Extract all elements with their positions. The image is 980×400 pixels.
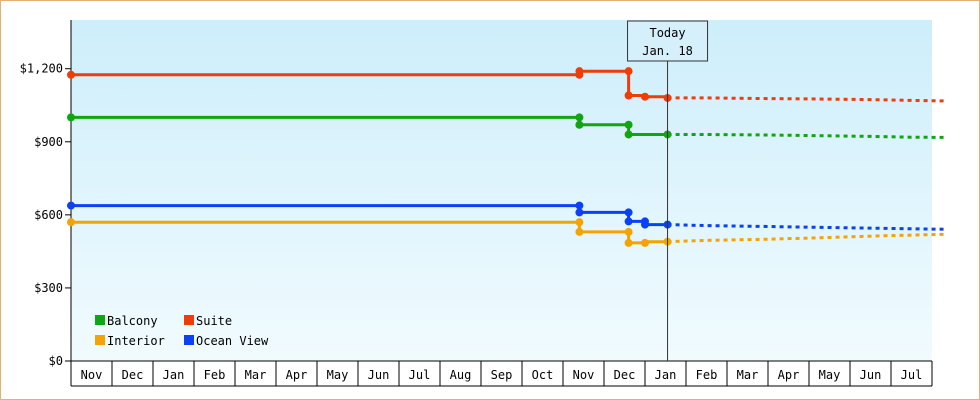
today-marker: Today Jan. 18 — [627, 20, 709, 361]
x-tick-label: Jan — [655, 368, 677, 382]
data-point-ocean-view — [624, 208, 633, 217]
x-tick-label: Nov — [573, 368, 595, 382]
y-tick-label: $0 — [49, 354, 63, 368]
data-point-suite — [624, 67, 633, 76]
data-point-suite — [641, 92, 649, 101]
plot-background — [71, 20, 932, 361]
x-tick-label: Jan — [163, 368, 185, 382]
x-tick-label: Feb — [696, 368, 718, 382]
x-tick-label: Apr — [286, 368, 308, 382]
series-line-balcony — [71, 115, 668, 136]
data-point-interior — [624, 227, 633, 236]
x-tick-label: Aug — [450, 368, 472, 382]
x-tick-label: Jun — [368, 368, 390, 382]
x-tick-label: May — [327, 368, 349, 382]
today-label: Today — [649, 26, 685, 40]
legend-label-interior: Interior — [107, 334, 165, 348]
legend-label-ocean-view: Ocean View — [196, 334, 269, 348]
series-suite — [67, 67, 945, 103]
x-tick-label: Jul — [409, 368, 431, 382]
legend-label-suite: Suite — [196, 314, 232, 328]
series-ocean-view — [67, 201, 945, 231]
y-tick-label: $900 — [34, 135, 63, 149]
legend-swatch-interior — [95, 335, 105, 345]
data-point-suite — [624, 91, 633, 100]
x-tick-label: Dec — [122, 368, 144, 382]
x-tick-label: Jun — [860, 368, 882, 382]
x-tick-label: May — [819, 368, 841, 382]
x-tick-label: Dec — [614, 368, 636, 382]
y-tick-label: $1,200 — [20, 62, 63, 76]
data-point-ocean-view — [641, 220, 649, 229]
series-group — [67, 67, 945, 247]
x-tick-label: Nov — [81, 368, 103, 382]
x-tick-label: Sep — [491, 368, 513, 382]
data-point-ocean-view — [575, 201, 584, 210]
data-point-balcony — [575, 120, 584, 129]
legend: Balcony Suite Interior Ocean View — [95, 314, 269, 348]
data-point-ocean-view — [67, 201, 75, 210]
data-point-suite — [575, 67, 584, 76]
data-point-balcony — [67, 113, 75, 122]
forecast-line-balcony — [667, 133, 945, 139]
legend-swatch-suite — [184, 315, 194, 325]
x-tick-label: Apr — [778, 368, 800, 382]
today-date: Jan. 18 — [642, 44, 693, 58]
x-tick-label: Jul — [901, 368, 923, 382]
forecast-line-interior — [667, 232, 945, 244]
x-axis: Nov Dec Jan Feb Mar Apr May Jun Jul Aug Sep Oct Nov D… — [70, 360, 933, 387]
data-point-interior — [641, 238, 649, 247]
x-tick-label: Feb — [204, 368, 226, 382]
y-axis: $0 $300 $600 $900 $1,200 — [20, 20, 72, 368]
forecast-line-ocean-view — [667, 223, 945, 231]
data-point-balcony — [624, 130, 633, 139]
legend-label-balcony: Balcony — [107, 314, 158, 328]
data-point-interior — [575, 227, 584, 236]
data-point-balcony — [575, 113, 584, 122]
series-interior — [67, 218, 945, 247]
data-point-ocean-view — [624, 217, 633, 226]
x-tick-label: Mar — [245, 368, 267, 382]
data-point-interior — [67, 218, 75, 227]
y-tick-label: $300 — [34, 281, 63, 295]
data-point-balcony — [624, 120, 633, 129]
data-point-ocean-view — [575, 208, 584, 217]
y-tick-label: $600 — [34, 208, 63, 222]
today-box — [627, 20, 709, 62]
series-balcony — [67, 113, 945, 139]
data-point-suite — [67, 70, 75, 79]
legend-swatch-ocean-view — [184, 335, 194, 345]
x-tick-label: Mar — [737, 368, 759, 382]
legend-swatch-balcony — [95, 315, 105, 325]
data-point-interior — [624, 238, 633, 247]
forecast-line-suite — [667, 96, 945, 103]
data-point-interior — [575, 218, 584, 227]
x-tick-label: Oct — [532, 368, 554, 382]
